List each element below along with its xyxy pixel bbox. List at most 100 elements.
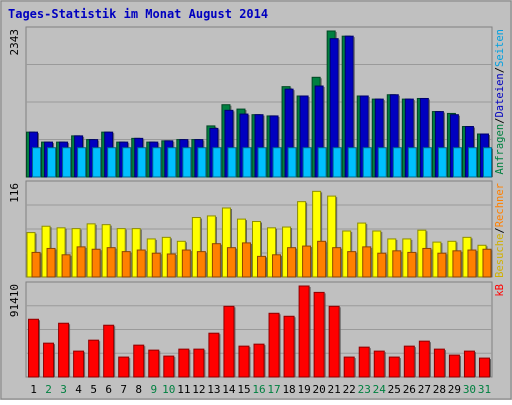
chart-title: Tages-Statistik im Monat August 2014: [8, 7, 268, 21]
x-tick-label: 23: [358, 383, 371, 396]
x-tick-label: 26: [403, 383, 416, 396]
x-tick-label: 1: [30, 383, 37, 396]
bar-seiten: [212, 147, 222, 178]
legend-bottom: kB: [494, 284, 506, 297]
bar-rechner: [61, 254, 71, 278]
bar-besuche: [327, 195, 337, 278]
bar-seiten: [227, 147, 237, 178]
bar-seiten: [107, 147, 117, 178]
bar-kb: [373, 350, 385, 378]
x-tick-label: 29: [448, 383, 461, 396]
x-tick-label: 8: [135, 383, 142, 396]
y-max-label-bottom: 91410: [8, 284, 21, 317]
bar-kb: [103, 324, 115, 378]
bar-seiten: [347, 147, 357, 178]
bar-rechner: [121, 251, 131, 278]
bar-kb: [388, 356, 400, 378]
x-tick-label: 25: [388, 383, 401, 396]
bar-seiten: [332, 147, 342, 178]
bar-kb: [118, 356, 130, 378]
bar-rechner: [257, 255, 266, 278]
bar-rechner: [91, 248, 101, 278]
bar-kb: [268, 312, 280, 378]
bar-kb: [448, 354, 460, 378]
x-tick-label: 16: [252, 383, 265, 396]
bar-rechner: [467, 249, 477, 278]
x-tick-label: 9: [150, 383, 157, 396]
bar-kb: [403, 345, 415, 378]
bar-kb: [298, 285, 310, 378]
bar-rechner: [76, 246, 86, 278]
x-tick-label: 11: [177, 383, 190, 396]
bar-rechner: [226, 247, 236, 278]
bar-rechner: [31, 251, 41, 278]
bar-kb: [253, 343, 265, 378]
bar-seiten: [362, 147, 372, 178]
bar-seiten: [407, 147, 417, 178]
bar-besuche: [191, 217, 201, 278]
bar-rechner: [332, 247, 342, 278]
legend-item: Dateien: [494, 73, 506, 117]
bar-besuche: [267, 227, 277, 278]
bar-rechner: [347, 251, 357, 278]
bar-seiten: [92, 147, 102, 178]
x-tick-label: 27: [418, 383, 431, 396]
bar-besuche: [252, 220, 261, 278]
bar-seiten: [47, 147, 57, 178]
bar-seiten: [122, 147, 132, 178]
bar-rechner: [422, 247, 432, 278]
bar-rechner: [377, 252, 387, 278]
bar-seiten: [482, 147, 492, 178]
bar-rechner: [106, 247, 116, 278]
x-tick-label: 19: [297, 383, 310, 396]
bar-besuche: [312, 190, 322, 278]
x-tick-label: 20: [313, 383, 326, 396]
bar-seiten: [437, 147, 447, 178]
bar-seiten: [32, 147, 42, 178]
x-tick-label: 6: [105, 383, 112, 396]
bar-seiten: [137, 147, 147, 178]
bar-besuche: [297, 201, 307, 278]
x-tick-label: 3: [60, 383, 67, 396]
x-tick-label: 7: [120, 383, 127, 396]
bar-rechner: [317, 240, 327, 278]
x-tick-label: 13: [207, 383, 220, 396]
bar-rechner: [392, 250, 402, 278]
bar-seiten: [182, 147, 192, 178]
bar-kb: [193, 348, 205, 378]
bar-kb: [148, 349, 160, 378]
bar-kb: [283, 315, 295, 378]
bar-rechner: [362, 246, 372, 278]
x-tick-label: 10: [162, 383, 175, 396]
bar-rechner: [151, 252, 161, 278]
bar-kb: [133, 344, 145, 378]
bar-kb: [208, 332, 220, 378]
bar-kb: [58, 322, 70, 378]
bar-kb: [328, 305, 340, 378]
bar-seiten: [152, 147, 162, 178]
x-tick-label: 21: [328, 383, 341, 396]
bar-seiten: [257, 147, 267, 178]
bar-kb: [343, 356, 355, 378]
bar-kb: [463, 350, 475, 378]
y-max-label-top: 2343: [8, 29, 21, 56]
bar-besuche: [56, 227, 66, 278]
x-tick-label: 5: [90, 383, 97, 396]
legend-item: Besuche: [494, 234, 506, 278]
x-tick-label: 22: [343, 383, 356, 396]
bar-seiten: [422, 147, 432, 178]
bar-seiten: [317, 147, 327, 178]
bar-rechner: [302, 245, 312, 278]
bar-kb: [418, 340, 430, 378]
bar-besuche: [221, 207, 231, 278]
legend-item: Anfragen: [494, 124, 506, 175]
x-tick-label: 12: [192, 383, 205, 396]
bar-seiten: [167, 147, 177, 178]
bar-rechner: [136, 249, 146, 278]
x-tick-label: 14: [222, 383, 236, 396]
legend-item: Rechner: [494, 183, 506, 227]
legend-item: /: [494, 67, 506, 73]
bar-rechner: [46, 247, 56, 278]
bar-seiten: [287, 147, 297, 178]
